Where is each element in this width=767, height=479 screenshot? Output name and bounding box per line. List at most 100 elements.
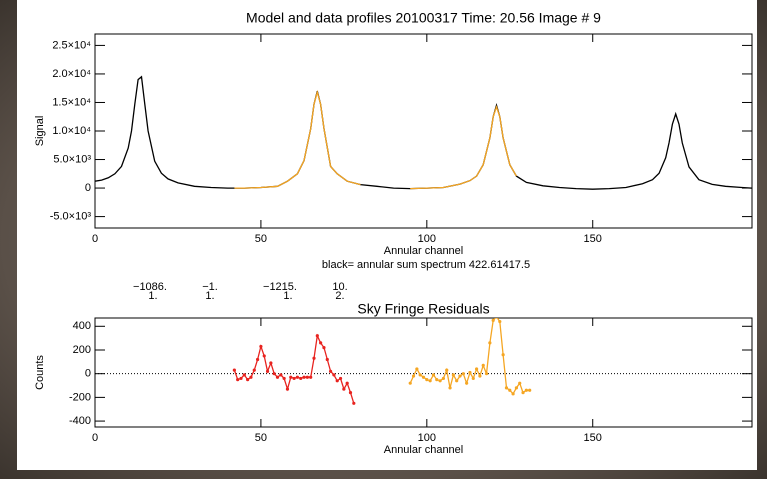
data-point xyxy=(461,372,465,376)
data-point xyxy=(445,368,449,372)
data-point xyxy=(518,381,522,385)
data-point xyxy=(259,344,263,349)
data-point xyxy=(474,367,479,371)
data-point xyxy=(338,376,343,381)
data-point xyxy=(322,346,326,350)
data-point xyxy=(302,375,306,379)
data-point xyxy=(319,341,323,345)
data-point xyxy=(246,378,250,382)
data-point xyxy=(242,373,246,377)
data-point xyxy=(478,374,482,378)
data-point xyxy=(335,379,339,383)
data-point xyxy=(332,373,336,377)
y-tick-label: 0 xyxy=(85,368,91,380)
y-tick-label: 5.0×10³ xyxy=(53,153,91,165)
y-axis-label: Counts xyxy=(34,355,46,390)
x-tick-label: 50 xyxy=(255,233,267,245)
data-point xyxy=(255,357,260,362)
data-line xyxy=(234,89,361,189)
data-point xyxy=(262,354,266,358)
data-point xyxy=(418,373,422,377)
data-point xyxy=(236,378,240,382)
annotation: 10. xyxy=(332,281,347,293)
data-point xyxy=(411,374,416,378)
y-tick-label: -400 xyxy=(69,415,91,427)
data-point xyxy=(239,376,243,381)
data-line xyxy=(410,104,517,190)
data-point xyxy=(348,391,353,395)
data-point xyxy=(451,373,455,377)
data-point xyxy=(498,319,502,324)
data-point xyxy=(458,374,462,378)
data-point xyxy=(299,376,303,381)
data-line xyxy=(95,75,752,190)
data-point xyxy=(269,361,273,365)
x-tick-label: 150 xyxy=(584,432,602,444)
y-tick-label: 400 xyxy=(73,320,91,332)
data-point xyxy=(441,376,446,381)
y-tick-label: 0 xyxy=(85,182,91,194)
annotation: 1. xyxy=(148,290,157,302)
data-point xyxy=(528,388,532,392)
data-point xyxy=(279,373,283,377)
data-point xyxy=(431,373,436,377)
data-point xyxy=(295,375,300,379)
annotation: 1. xyxy=(283,290,292,302)
y-tick-label: 1.5×10⁴ xyxy=(52,96,91,108)
data-point xyxy=(232,368,236,372)
annotation: 1. xyxy=(205,290,214,302)
data-point xyxy=(249,375,253,379)
plot-frame xyxy=(94,317,753,428)
y-tick-label: 2.5×10⁴ xyxy=(52,39,91,51)
y-tick-label: -200 xyxy=(69,391,91,403)
plot-area xyxy=(95,75,752,190)
data-point xyxy=(448,386,452,390)
data-point xyxy=(345,381,349,385)
data-point xyxy=(471,376,475,381)
data-point xyxy=(428,379,432,383)
data-point xyxy=(292,376,296,381)
data-point xyxy=(488,341,492,345)
y-tick-label: -5.0×10³ xyxy=(50,210,92,222)
data-point xyxy=(524,388,528,392)
data-point xyxy=(501,353,505,357)
data-point xyxy=(481,363,485,367)
data-point xyxy=(514,386,519,390)
x-tick-label: 50 xyxy=(255,432,267,444)
y-tick-label: 2.0×10⁴ xyxy=(52,68,91,80)
data-point xyxy=(438,379,442,383)
data-point xyxy=(465,381,469,385)
x-tick-label: 100 xyxy=(418,432,436,444)
data-point xyxy=(425,378,429,382)
y-tick-label: 1.0×10⁴ xyxy=(52,125,91,137)
data-point xyxy=(282,376,286,381)
chart-title: Model and data profiles 20100317 Time: 2… xyxy=(246,10,601,26)
chart-title: Sky Fringe Residuals xyxy=(357,301,489,317)
annotation: −1. xyxy=(202,281,218,293)
data-point xyxy=(415,367,419,371)
annotation: −1215. xyxy=(263,281,297,293)
data-point xyxy=(495,318,498,319)
data-point xyxy=(285,387,290,391)
data-point xyxy=(309,375,313,379)
data-point xyxy=(491,318,495,322)
data-point xyxy=(272,372,276,376)
x-tick-label: 0 xyxy=(92,432,98,444)
data-point xyxy=(275,375,280,379)
data-point xyxy=(504,386,509,390)
data-point xyxy=(325,357,329,362)
annotation: 2. xyxy=(335,290,344,302)
annotation: −1086. xyxy=(133,281,167,293)
y-axis-label: Signal xyxy=(34,116,46,147)
data-point xyxy=(342,387,346,391)
data-point xyxy=(484,372,489,376)
data-point xyxy=(455,379,459,383)
data-point xyxy=(328,369,333,373)
y-tick-label: 200 xyxy=(73,344,91,356)
annotation: black= annular sum spectrum 422.61417.5 xyxy=(322,259,530,271)
data-point xyxy=(252,368,256,372)
data-point xyxy=(435,378,439,382)
data-point xyxy=(312,356,316,360)
